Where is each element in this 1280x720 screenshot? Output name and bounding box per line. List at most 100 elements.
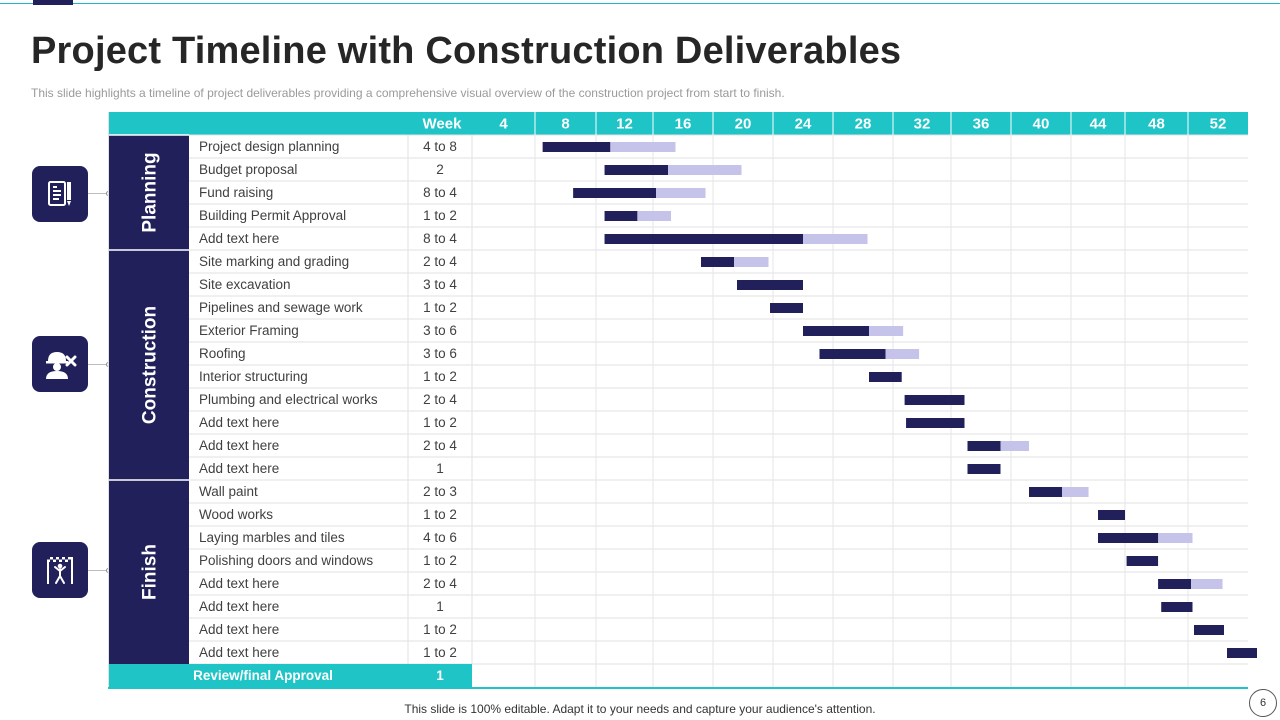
gantt-bar (819, 349, 886, 359)
final-row-band (108, 664, 472, 687)
phase-block (108, 250, 189, 480)
gantt-bar (906, 418, 965, 428)
week-tick-label: 20 (735, 116, 752, 133)
task-name: Add text here (199, 599, 279, 614)
finish-connector (88, 570, 108, 571)
planning-connector (88, 193, 108, 194)
task-name: Add text here (199, 461, 279, 476)
task-duration: 1 (436, 461, 444, 476)
page-subtitle: This slide highlights a timeline of proj… (31, 86, 785, 100)
task-duration: 1 (436, 599, 444, 614)
task-name: Site excavation (199, 277, 291, 292)
gantt-bar (604, 211, 638, 221)
page-number: 6 (1249, 689, 1277, 717)
gantt-bar (573, 188, 656, 198)
task-name: Polishing doors and windows (199, 553, 373, 568)
gantt-bar-extension (656, 188, 706, 198)
task-duration: 2 to 4 (423, 254, 457, 269)
task-duration: 3 to 6 (423, 346, 457, 361)
week-tick-label: 24 (795, 116, 812, 133)
task-name: Wood works (199, 507, 273, 522)
gantt-bar (1161, 602, 1193, 612)
gantt-bar (1227, 648, 1257, 658)
gantt-bar (604, 165, 668, 175)
gantt-bar-extension (668, 165, 742, 175)
phase-label: Finish (140, 544, 161, 600)
task-duration: 8 to 4 (423, 185, 457, 200)
task-duration: 4 to 6 (423, 530, 457, 545)
gantt-bar (1098, 510, 1125, 520)
top-accent-line (0, 3, 1280, 4)
footer-note: This slide is 100% editable. Adapt it to… (404, 702, 876, 716)
week-tick-label: 52 (1210, 116, 1227, 133)
gantt-bar (737, 280, 803, 290)
page-title: Project Timeline with Construction Deliv… (31, 30, 902, 72)
task-duration: 1 to 2 (423, 415, 457, 430)
task-name: Plumbing and electrical works (199, 392, 378, 407)
task-name: Pipelines and sewage work (199, 300, 363, 315)
task-name: Fund raising (199, 185, 273, 200)
gantt-bar (1029, 487, 1062, 497)
week-tick-label: 44 (1090, 116, 1107, 133)
week-tick-label: 36 (973, 116, 990, 133)
gantt-bar-extension (1158, 533, 1193, 543)
task-duration: 1 to 2 (423, 553, 457, 568)
task-name: Add text here (199, 438, 279, 453)
gantt-bar (770, 303, 803, 313)
task-duration: 2 to 4 (423, 576, 457, 591)
task-duration: 1 to 2 (423, 645, 457, 660)
final-row-label: Review/final Approval (193, 668, 333, 683)
task-name: Building Permit Approval (199, 208, 346, 223)
phase-block (108, 480, 189, 664)
gantt-bar (1158, 579, 1191, 589)
week-tick-label: 16 (675, 116, 692, 133)
task-name: Laying marbles and tiles (199, 530, 345, 545)
phase-label: Construction (140, 306, 161, 424)
week-tick-label: 32 (914, 116, 931, 133)
gantt-bar (967, 441, 1001, 451)
final-row-duration: 1 (436, 668, 444, 683)
phase-block (108, 135, 189, 250)
gantt-bar (604, 234, 803, 244)
gantt-bar (904, 395, 965, 405)
gantt-bar (803, 326, 869, 336)
gantt-bar-extension (803, 234, 868, 244)
task-name: Roofing (199, 346, 246, 361)
task-name: Add text here (199, 231, 279, 246)
task-duration: 3 to 6 (423, 323, 457, 338)
task-duration: 1 to 2 (423, 507, 457, 522)
finish-line-icon (47, 557, 73, 584)
task-duration: 2 to 4 (423, 438, 457, 453)
task-name: Add text here (199, 415, 279, 430)
week-tick-label: 8 (561, 116, 569, 133)
gantt-bar (542, 142, 611, 152)
construction-connector (88, 364, 108, 365)
gantt-bar (1126, 556, 1159, 566)
task-name: Add text here (199, 622, 279, 637)
gantt-bar-extension (734, 257, 769, 267)
task-name: Wall paint (199, 484, 258, 499)
gantt-bar-extension (885, 349, 920, 359)
week-tick-label: 28 (855, 116, 872, 133)
gantt-bar-extension (637, 211, 671, 221)
construction-phase-icon (32, 336, 88, 392)
week-tick-label: 40 (1033, 116, 1050, 133)
phase-label: Planning (140, 152, 161, 232)
task-duration: 1 to 2 (423, 300, 457, 315)
task-duration: 1 to 2 (423, 208, 457, 223)
task-duration: 1 to 2 (423, 622, 457, 637)
finish-phase-icon (32, 542, 88, 598)
planning-phase-icon (32, 166, 88, 222)
task-name: Add text here (199, 645, 279, 660)
worker-icon (46, 352, 77, 379)
gantt-bar-extension (1191, 579, 1223, 589)
gantt-bar-extension (1000, 441, 1029, 451)
document-icon (48, 181, 71, 206)
task-duration: 2 to 4 (423, 392, 457, 407)
task-name: Budget proposal (199, 162, 297, 177)
task-duration: 8 to 4 (423, 231, 457, 246)
task-duration: 4 to 8 (423, 139, 457, 154)
task-duration: 2 (436, 162, 444, 177)
task-name: Project design planning (199, 139, 339, 154)
